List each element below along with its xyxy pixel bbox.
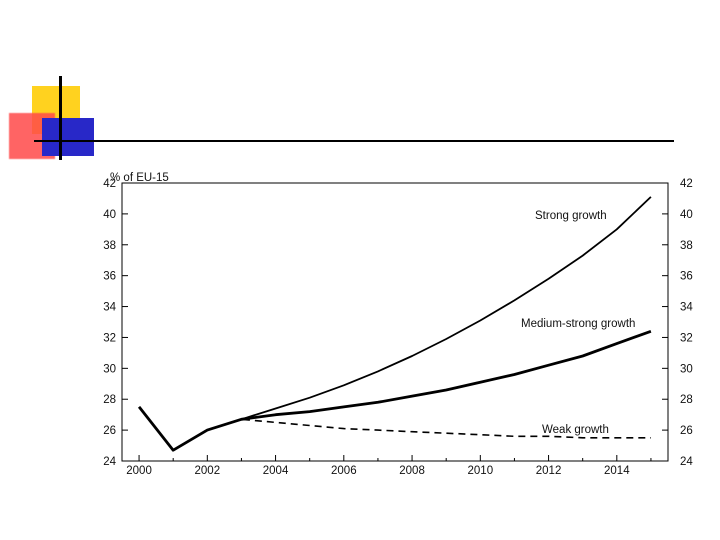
y-tick-label-right: 42	[680, 178, 693, 190]
y-tick-label-right: 24	[680, 456, 693, 468]
plot-frame	[121, 182, 669, 462]
y-tick-label-left: 26	[103, 425, 116, 437]
x-tick-label: 2014	[604, 465, 630, 477]
y-tick-label-right: 28	[680, 394, 693, 406]
y-tick-label-right: 40	[680, 209, 693, 221]
y-tick-label-right: 38	[680, 240, 693, 252]
y-tick-label-right: 30	[680, 363, 693, 375]
x-tick-label: 2006	[331, 465, 357, 477]
y-tick-label-right: 26	[680, 425, 693, 437]
y-tick-label-left: 32	[103, 332, 116, 344]
y-tick-label-left: 24	[103, 456, 116, 468]
y-tick-label-left: 38	[103, 240, 116, 252]
x-tick-label: 2008	[399, 465, 425, 477]
y-tick-label-left: 28	[103, 394, 116, 406]
series-label-weak-growth: Weak growth	[542, 424, 609, 436]
y-tick-label-right: 32	[680, 332, 693, 344]
x-tick-label: 2010	[468, 465, 494, 477]
decorative-blue-square	[42, 118, 94, 156]
y-tick-label-right: 34	[680, 302, 693, 314]
title-underline-rule	[34, 140, 674, 142]
x-tick-label: 2004	[263, 465, 289, 477]
series-line-weak-growth	[138, 406, 651, 452]
x-tick-label: 2000	[126, 465, 152, 477]
y-tick-label-right: 36	[680, 271, 693, 283]
x-tick-label: 2012	[536, 465, 562, 477]
decorative-vertical-rule	[59, 76, 62, 160]
y-tick-label-left: 40	[103, 209, 116, 221]
y-tick-label-left: 42	[103, 178, 116, 190]
series-label-medium-strong-growth: Medium-strong growth	[521, 318, 635, 330]
x-tick-label: 2002	[195, 465, 221, 477]
y-axis-label: % of EU-15	[110, 172, 169, 184]
y-tick-label-left: 30	[103, 363, 116, 375]
series-label-strong-growth: Strong growth	[535, 210, 607, 222]
y-tick-label-left: 36	[103, 271, 116, 283]
y-tick-label-left: 34	[103, 302, 116, 314]
